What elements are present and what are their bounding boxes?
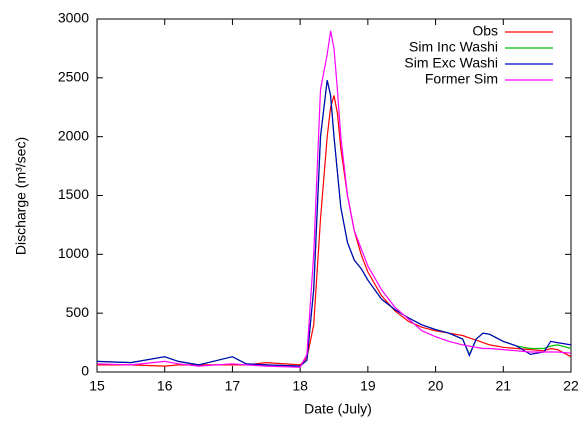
- legend-label: Sim Inc Washi: [409, 39, 498, 55]
- legend-label: Sim Exc Washi: [404, 55, 498, 71]
- x-tick-label: 17: [225, 378, 241, 394]
- y-tick-label: 3000: [58, 10, 89, 26]
- series-line: [96, 30, 572, 368]
- y-axis-label: Discharge (m³/sec): [13, 137, 29, 255]
- y-tick-label: 2000: [58, 127, 89, 143]
- y-tick-label: 2500: [58, 69, 89, 85]
- x-tick-label: 20: [428, 378, 444, 394]
- series-line: [96, 80, 572, 367]
- x-tick-label: 15: [89, 378, 105, 394]
- x-tick-label: 19: [360, 378, 376, 394]
- y-tick-label: 1000: [58, 245, 89, 261]
- legend-label: Obs: [472, 23, 498, 39]
- plot-frame: [96, 18, 572, 373]
- x-tick-label: 21: [495, 378, 511, 394]
- legend-label: Former Sim: [425, 71, 498, 87]
- series-line: [96, 80, 572, 367]
- y-tick-label: 0: [81, 363, 89, 379]
- x-axis-label: Date (July): [304, 401, 372, 417]
- x-tick-label: 18: [292, 378, 308, 394]
- y-tick-label: 500: [66, 304, 90, 320]
- y-tick-label: 1500: [58, 186, 89, 202]
- x-tick-label: 22: [563, 378, 579, 394]
- x-tick-label: 16: [157, 378, 173, 394]
